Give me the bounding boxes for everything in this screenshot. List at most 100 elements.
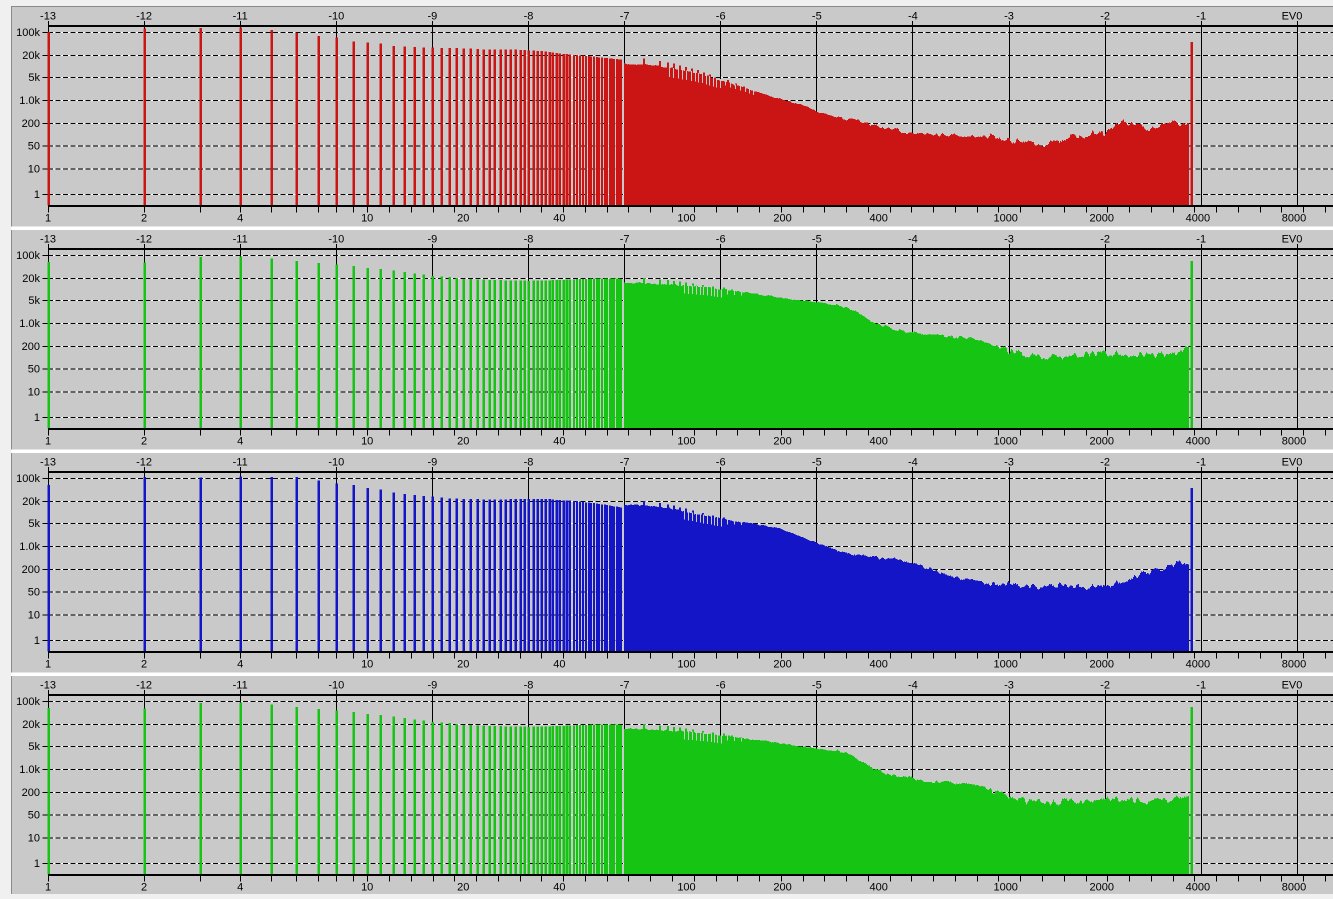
svg-text:-9: -9 (428, 11, 438, 23)
svg-text:1000: 1000 (993, 882, 1017, 894)
svg-text:-6: -6 (716, 11, 726, 23)
svg-text:5k: 5k (28, 72, 40, 84)
svg-text:1: 1 (45, 436, 51, 448)
svg-text:4: 4 (237, 659, 243, 671)
svg-text:1: 1 (34, 412, 40, 424)
svg-text:5k: 5k (28, 295, 40, 307)
svg-text:10: 10 (361, 659, 373, 671)
svg-text:40: 40 (553, 213, 565, 225)
svg-text:400: 400 (870, 659, 888, 671)
svg-text:1: 1 (34, 189, 40, 201)
svg-text:-2: -2 (1100, 457, 1110, 469)
svg-text:40: 40 (553, 659, 565, 671)
svg-text:-1: -1 (1196, 457, 1206, 469)
svg-text:-6: -6 (716, 457, 726, 469)
svg-text:200: 200 (22, 118, 40, 130)
svg-text:100k: 100k (16, 473, 40, 485)
svg-text:-9: -9 (428, 680, 438, 692)
svg-text:20k: 20k (22, 50, 40, 62)
svg-text:-4: -4 (908, 457, 918, 469)
svg-text:10: 10 (361, 213, 373, 225)
svg-text:100k: 100k (16, 27, 40, 39)
svg-text:1000: 1000 (993, 213, 1017, 225)
svg-text:8000: 8000 (1282, 213, 1306, 225)
svg-text:-11: -11 (233, 234, 248, 246)
svg-text:10: 10 (28, 833, 40, 845)
svg-text:-9: -9 (428, 457, 438, 469)
svg-text:10: 10 (28, 164, 40, 176)
svg-text:-12: -12 (136, 680, 152, 692)
svg-text:-8: -8 (524, 234, 534, 246)
svg-text:-1: -1 (1196, 11, 1206, 23)
svg-text:100k: 100k (16, 696, 40, 708)
svg-text:50: 50 (28, 364, 40, 376)
svg-text:10: 10 (361, 436, 373, 448)
svg-text:1.0k: 1.0k (19, 541, 40, 553)
svg-text:4000: 4000 (1186, 882, 1210, 894)
svg-text:-5: -5 (812, 457, 822, 469)
svg-text:-7: -7 (620, 234, 630, 246)
svg-text:-9: -9 (428, 234, 438, 246)
svg-text:1: 1 (45, 213, 51, 225)
svg-text:4: 4 (237, 213, 243, 225)
svg-text:400: 400 (870, 882, 888, 894)
svg-text:200: 200 (773, 213, 791, 225)
svg-text:200: 200 (22, 787, 40, 799)
svg-text:20: 20 (457, 882, 469, 894)
svg-text:-3: -3 (1004, 457, 1014, 469)
svg-text:-13: -13 (40, 457, 56, 469)
svg-text:5k: 5k (28, 741, 40, 753)
svg-text:-3: -3 (1004, 680, 1014, 692)
svg-text:-8: -8 (524, 680, 534, 692)
svg-text:20k: 20k (22, 496, 40, 508)
svg-text:8000: 8000 (1282, 882, 1306, 894)
svg-text:10: 10 (28, 610, 40, 622)
svg-text:40: 40 (553, 882, 565, 894)
svg-text:-7: -7 (620, 457, 630, 469)
svg-text:-13: -13 (40, 234, 56, 246)
svg-text:-7: -7 (620, 11, 630, 23)
svg-text:-6: -6 (716, 234, 726, 246)
svg-text:-1: -1 (1196, 680, 1206, 692)
svg-text:40: 40 (553, 436, 565, 448)
svg-text:400: 400 (870, 213, 888, 225)
svg-text:2000: 2000 (1090, 882, 1114, 894)
svg-text:10: 10 (28, 387, 40, 399)
svg-text:20k: 20k (22, 719, 40, 731)
svg-text:1: 1 (34, 858, 40, 870)
svg-text:20: 20 (457, 659, 469, 671)
svg-text:1000: 1000 (993, 659, 1017, 671)
svg-text:2: 2 (141, 436, 147, 448)
svg-text:-10: -10 (328, 457, 344, 469)
svg-text:4: 4 (237, 436, 243, 448)
svg-text:1: 1 (45, 882, 51, 894)
svg-text:2: 2 (141, 882, 147, 894)
svg-text:-3: -3 (1004, 11, 1014, 23)
svg-text:-2: -2 (1100, 234, 1110, 246)
svg-text:-3: -3 (1004, 234, 1014, 246)
svg-text:-12: -12 (136, 11, 152, 23)
svg-text:200: 200 (22, 564, 40, 576)
svg-text:4000: 4000 (1186, 659, 1210, 671)
svg-text:200: 200 (773, 882, 791, 894)
svg-text:200: 200 (22, 341, 40, 353)
svg-text:-4: -4 (908, 11, 918, 23)
svg-text:50: 50 (28, 810, 40, 822)
svg-text:50: 50 (28, 141, 40, 153)
svg-text:400: 400 (870, 436, 888, 448)
svg-text:-12: -12 (136, 457, 152, 469)
svg-text:100: 100 (677, 659, 695, 671)
svg-text:4: 4 (237, 882, 243, 894)
svg-text:-5: -5 (812, 234, 822, 246)
svg-text:20: 20 (457, 436, 469, 448)
svg-text:-11: -11 (233, 680, 248, 692)
svg-text:2000: 2000 (1090, 213, 1114, 225)
svg-text:20k: 20k (22, 273, 40, 285)
svg-text:-4: -4 (908, 234, 918, 246)
svg-text:2000: 2000 (1090, 659, 1114, 671)
svg-text:-6: -6 (716, 680, 726, 692)
svg-text:2000: 2000 (1090, 436, 1114, 448)
svg-text:-10: -10 (328, 11, 344, 23)
svg-text:1: 1 (34, 635, 40, 647)
svg-text:1.0k: 1.0k (19, 95, 40, 107)
